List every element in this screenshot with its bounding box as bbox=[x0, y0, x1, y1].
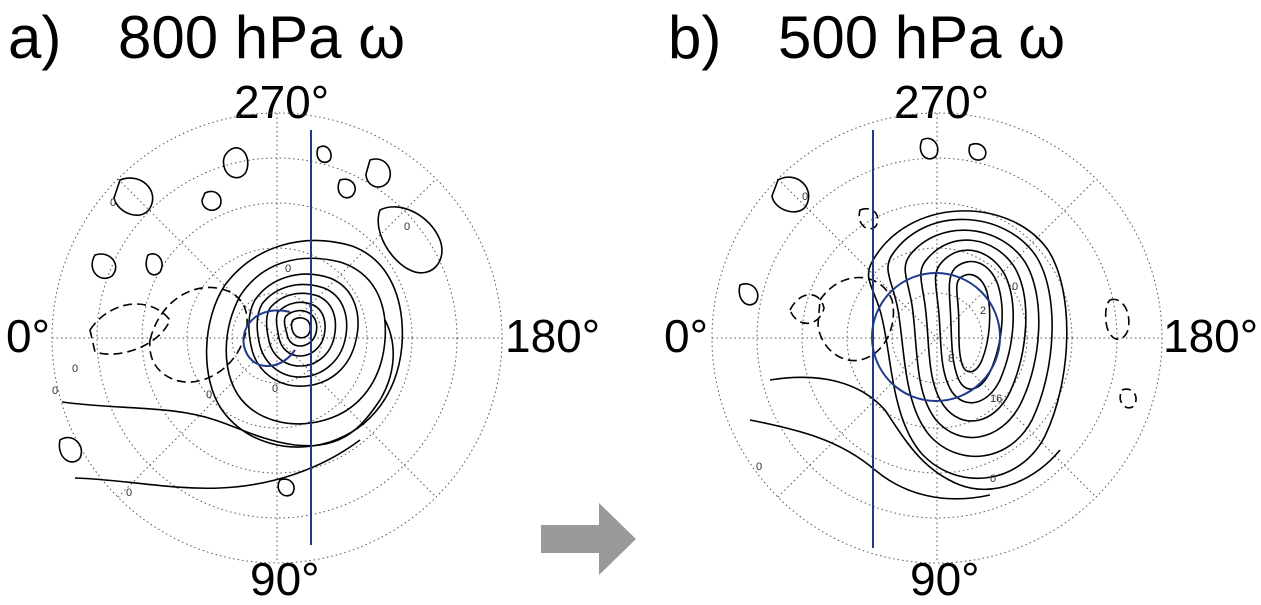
contour-line-negative bbox=[789, 293, 825, 325]
contour-line bbox=[283, 309, 318, 347]
panel-a-letter: a) bbox=[8, 4, 62, 71]
contour-label: 0 bbox=[206, 389, 212, 401]
contour-label: 0 bbox=[52, 385, 58, 397]
contour-line bbox=[256, 283, 348, 378]
panel-b-title-text: 500 hPa ω bbox=[778, 4, 1066, 71]
panel-a-title-text: 800 hPa ω bbox=[118, 4, 406, 71]
contour-label: 0 bbox=[72, 363, 78, 375]
contour-line bbox=[145, 253, 163, 276]
panel-a-grid bbox=[51, 112, 503, 564]
contour-line bbox=[225, 257, 387, 425]
contour-line bbox=[769, 376, 1061, 490]
panel-a-track bbox=[242, 130, 312, 545]
contour-line bbox=[904, 229, 1040, 439]
track-circle bbox=[871, 272, 1001, 402]
panel-b-label-right: 180° bbox=[1163, 310, 1259, 362]
contour-line-negative bbox=[1119, 388, 1137, 409]
contour-line bbox=[275, 301, 326, 357]
contour-line bbox=[920, 239, 1027, 422]
contour-line bbox=[222, 147, 249, 179]
contour-label: 0 bbox=[756, 461, 762, 473]
contour-line bbox=[365, 158, 392, 188]
contour-label: 0 bbox=[990, 473, 996, 485]
contour-line-negative bbox=[858, 208, 879, 230]
panel-a-label-right: 180° bbox=[505, 310, 601, 362]
panel-b-contour-labels: 0 0 0 0 8 16 2 bbox=[756, 191, 1018, 485]
contour-line bbox=[58, 436, 83, 463]
panel-b-letter: b) bbox=[668, 4, 722, 71]
contour-line-negative bbox=[817, 276, 895, 362]
arrow-shape bbox=[541, 503, 636, 575]
contour-label: 0 bbox=[404, 221, 410, 233]
panel-b-label-top: 270° bbox=[894, 76, 990, 128]
contour-line bbox=[91, 253, 117, 280]
contour-line bbox=[934, 249, 1014, 404]
contour-label: 0 bbox=[285, 263, 291, 275]
contour-line bbox=[955, 273, 991, 373]
contour-line bbox=[377, 206, 443, 274]
panel-b-title: b) 500 hPa ω bbox=[668, 2, 1065, 74]
right-arrow-icon bbox=[541, 503, 636, 575]
contour-line-negative bbox=[89, 303, 171, 355]
panel-b-polar-plot: 0 0 0 0 8 16 2 bbox=[711, 112, 1163, 564]
panel-b-label-left: 0° bbox=[664, 310, 708, 362]
grid-spoke bbox=[117, 178, 437, 498]
grid-spoke bbox=[117, 178, 437, 498]
contour-line bbox=[290, 317, 312, 339]
contour-label: 0 bbox=[110, 197, 116, 209]
contour-line bbox=[316, 145, 332, 164]
contour-label: 0 bbox=[126, 487, 132, 499]
grid-spoke bbox=[777, 178, 1097, 498]
contour-label: 8 bbox=[948, 353, 954, 365]
contour-line bbox=[265, 292, 337, 367]
contour-line bbox=[968, 142, 987, 161]
contour-line-negative bbox=[1104, 298, 1130, 341]
panel-a-polar-plot: 0 0 0 0 0 0 0 0 bbox=[51, 112, 503, 564]
panel-a: a) 800 hPa ω 270° 90° 0° 180° bbox=[0, 0, 601, 605]
panel-b-grid bbox=[711, 112, 1163, 564]
contour-line bbox=[738, 283, 759, 306]
panel-a-title: a) 800 hPa ω bbox=[8, 2, 405, 74]
panel-b-contours bbox=[738, 137, 1137, 500]
track-circle bbox=[242, 309, 296, 367]
contour-label: 2 bbox=[980, 305, 986, 317]
contour-line bbox=[919, 137, 939, 160]
contour-line bbox=[248, 273, 359, 387]
grid-spoke bbox=[777, 178, 1097, 498]
contour-line bbox=[113, 177, 154, 217]
panel-b: b) 500 hPa ω 270° 90° 0° 180° bbox=[660, 0, 1260, 605]
contour-line bbox=[867, 210, 1068, 480]
contour-line bbox=[337, 178, 356, 199]
contour-label: 0 bbox=[1012, 281, 1018, 293]
contour-line bbox=[205, 239, 404, 448]
contour-line bbox=[201, 190, 222, 212]
contour-label: 0 bbox=[272, 383, 278, 395]
contour-label: 16 bbox=[990, 393, 1002, 405]
contour-line bbox=[277, 478, 295, 497]
contour-line bbox=[887, 218, 1053, 458]
panel-a-label-left: 0° bbox=[6, 310, 50, 362]
panel-a-contour-labels: 0 0 0 0 0 0 0 0 bbox=[52, 197, 410, 499]
contour-line bbox=[749, 419, 991, 500]
panel-b-track bbox=[871, 130, 1001, 548]
panel-a-label-top: 270° bbox=[234, 76, 330, 128]
contour-line bbox=[771, 176, 810, 213]
contour-line bbox=[61, 319, 394, 447]
panel-a-contours bbox=[58, 145, 443, 497]
contour-line bbox=[74, 439, 361, 490]
contour-line-negative bbox=[149, 286, 248, 383]
contour-label: 0 bbox=[802, 191, 808, 203]
